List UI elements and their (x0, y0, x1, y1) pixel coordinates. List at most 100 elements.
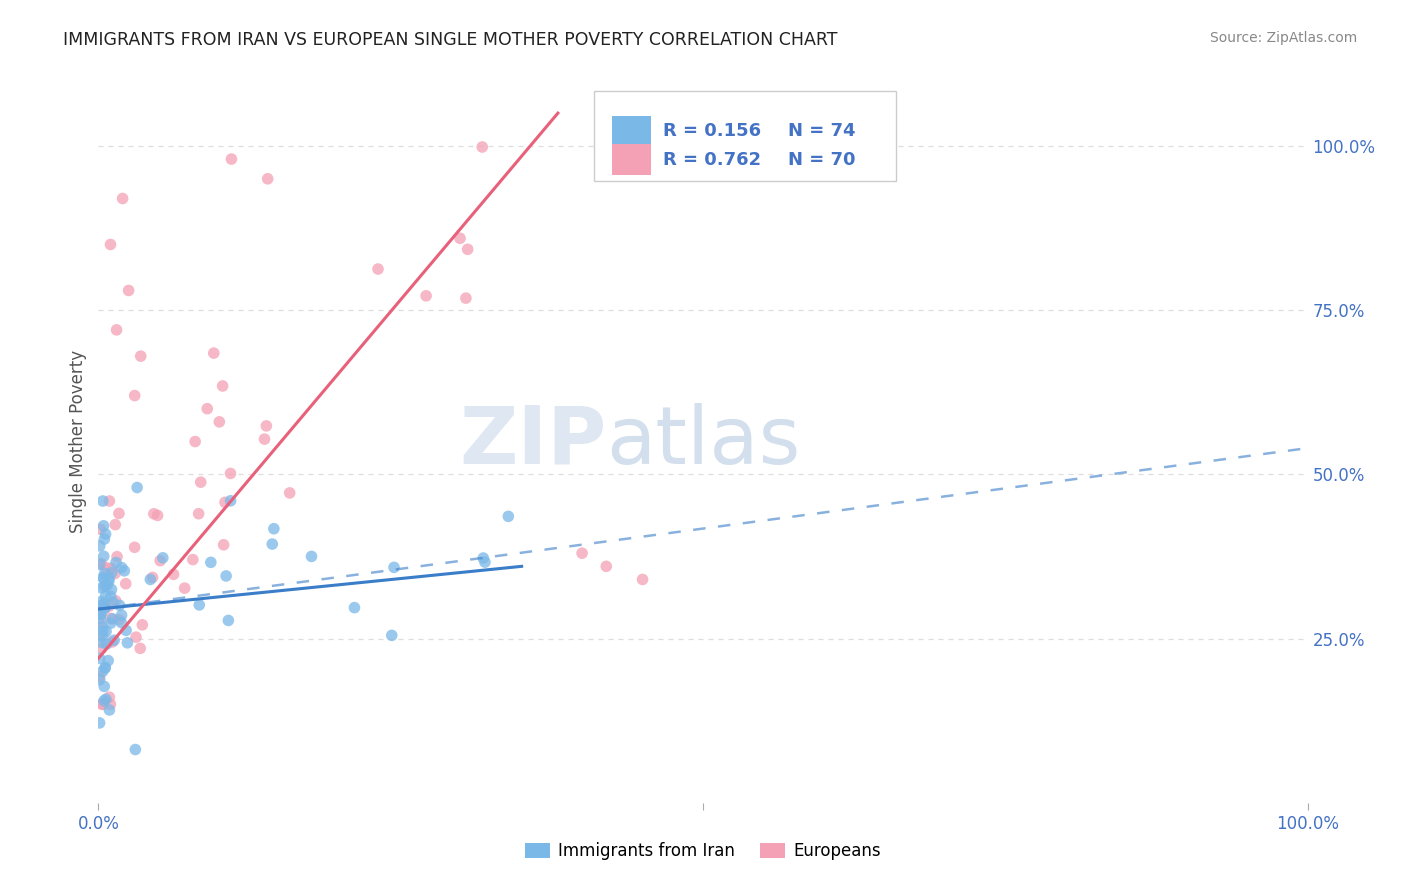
Y-axis label: Single Mother Poverty: Single Mother Poverty (69, 350, 87, 533)
Point (93, 597, 115, 611)
Point (124, 388, 146, 402)
Point (94, 660, 117, 674)
Point (208, 415, 231, 429)
Point (89, 630, 111, 644)
Point (472, 551, 495, 566)
Point (90, 557, 112, 571)
Text: atlas: atlas (606, 402, 800, 481)
Point (94, 560, 117, 574)
Point (111, 560, 134, 574)
Point (129, 349, 152, 363)
Point (93, 566, 115, 581)
Point (98, 703, 121, 717)
Point (195, 401, 218, 416)
Point (589, 106, 612, 120)
Point (90, 641, 112, 656)
Point (94, 692, 117, 706)
Point (595, 559, 617, 574)
Point (89, 558, 111, 572)
FancyBboxPatch shape (595, 91, 897, 181)
Point (100, 589, 122, 603)
Point (262, 537, 284, 551)
Point (98, 690, 121, 705)
Point (152, 550, 174, 565)
Point (105, 556, 128, 570)
Text: Source: ZipAtlas.com: Source: ZipAtlas.com (1209, 31, 1357, 45)
Point (108, 507, 131, 521)
Point (149, 554, 172, 568)
Point (254, 418, 277, 433)
Point (94, 601, 117, 615)
Point (190, 475, 212, 490)
Point (97, 654, 120, 668)
Point (91, 629, 114, 643)
Point (253, 432, 276, 446)
Point (110, 615, 132, 630)
Text: ZIP: ZIP (458, 402, 606, 481)
Point (89, 539, 111, 553)
Point (474, 555, 496, 569)
Point (89, 669, 111, 683)
Point (94, 578, 117, 592)
Point (256, 171, 278, 186)
Point (91, 698, 114, 712)
Point (100, 561, 122, 575)
Point (129, 641, 152, 656)
Point (162, 567, 184, 582)
Point (93, 549, 115, 564)
Point (89, 612, 111, 626)
Point (91, 624, 114, 639)
Point (115, 624, 138, 638)
Point (626, 106, 648, 120)
Point (214, 495, 236, 509)
Text: IMMIGRANTS FROM IRAN VS EUROPEAN SINGLE MOTHER POVERTY CORRELATION CHART: IMMIGRANTS FROM IRAN VS EUROPEAN SINGLE … (63, 31, 838, 49)
Point (91, 571, 114, 585)
Point (211, 379, 233, 393)
Point (188, 598, 211, 612)
Point (111, 192, 134, 206)
Point (101, 595, 124, 609)
FancyBboxPatch shape (613, 145, 651, 175)
Point (131, 618, 153, 632)
Point (105, 549, 128, 564)
Point (104, 566, 127, 581)
Point (181, 552, 204, 566)
Point (184, 434, 207, 449)
Legend: Immigrants from Iran, Europeans: Immigrants from Iran, Europeans (519, 836, 887, 867)
Point (104, 594, 127, 608)
Point (90, 599, 112, 613)
Point (215, 569, 238, 583)
Point (367, 262, 389, 277)
Point (111, 608, 134, 623)
Point (212, 538, 235, 552)
Point (100, 698, 122, 712)
Point (187, 507, 209, 521)
Point (93, 680, 115, 694)
Point (93, 572, 115, 586)
Point (94, 527, 117, 541)
Point (117, 636, 139, 650)
FancyBboxPatch shape (613, 116, 651, 146)
Point (94, 661, 117, 675)
Point (219, 493, 242, 508)
Point (100, 582, 122, 597)
Point (94, 601, 117, 615)
Point (89, 673, 111, 687)
Point (93, 694, 115, 708)
Point (104, 517, 127, 532)
Point (89, 715, 111, 730)
Point (90, 594, 112, 608)
Point (124, 742, 146, 756)
Point (89, 651, 111, 665)
Point (142, 507, 165, 521)
Point (217, 614, 239, 628)
Text: N = 74: N = 74 (787, 122, 855, 140)
Point (90, 581, 112, 595)
Point (98, 599, 121, 613)
Point (200, 555, 222, 569)
Point (94, 624, 117, 639)
Point (91, 494, 114, 508)
Point (93, 600, 115, 615)
Point (112, 564, 135, 578)
Point (96, 578, 118, 592)
